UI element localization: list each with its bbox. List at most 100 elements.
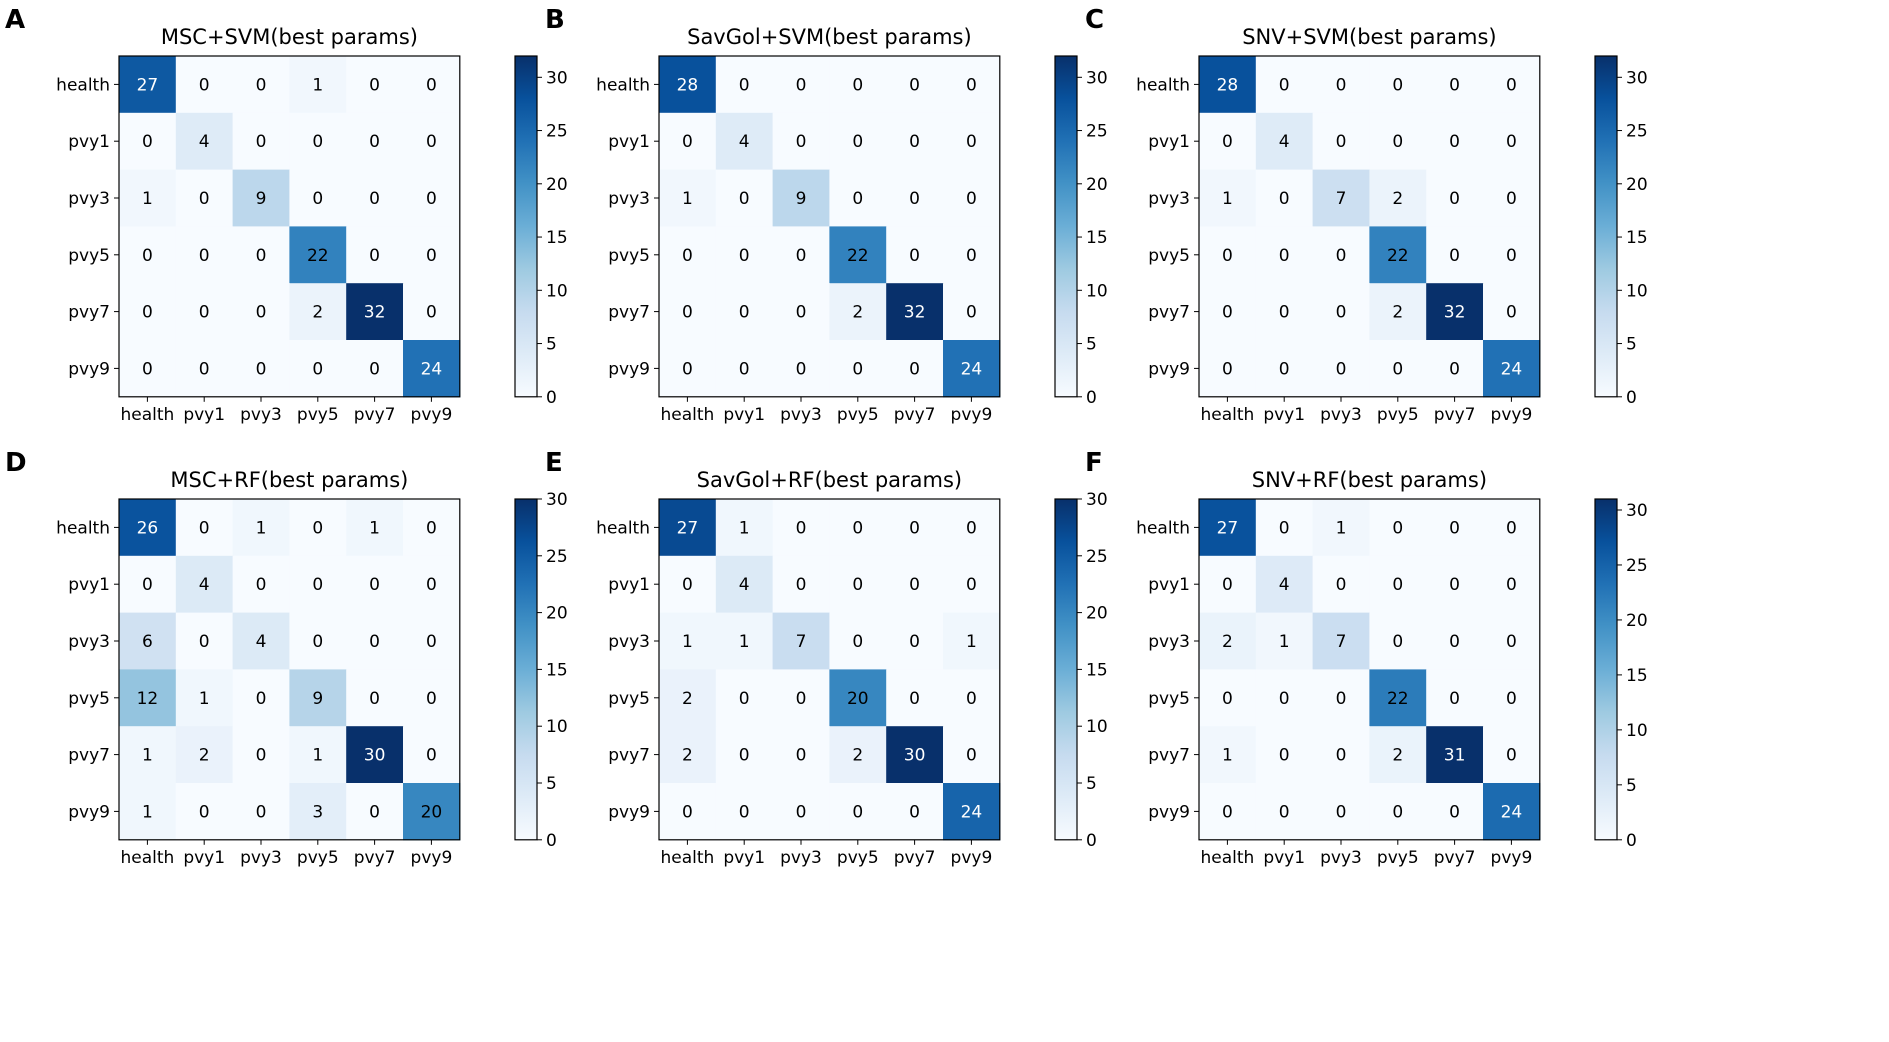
colorbar-tick-label: 15 [1086,228,1108,248]
heatmap-cell [715,340,774,398]
cell-value: 0 [199,303,210,323]
cell-value: 0 [852,75,863,95]
heatmap-cell [289,499,347,557]
cell-value: 0 [1279,689,1290,709]
panel-letter: F [1085,448,1103,478]
x-tick-label: pvy3 [1320,848,1362,868]
heatmap-cell [1312,283,1370,341]
heatmap-cell [346,283,404,341]
colorbar-tick-label: 10 [1626,281,1648,301]
cell-value: 9 [312,689,323,709]
heatmap-cell [289,226,347,284]
y-tick-label: pvy3 [68,189,110,209]
cell-value: 27 [1217,518,1239,538]
heatmap-cell [1199,56,1257,114]
cell-value: 4 [739,132,750,152]
cell-value: 0 [739,359,750,379]
x-tick-label: pvy5 [297,405,339,425]
heatmap-cell [232,612,290,670]
heatmap-cell [715,226,774,284]
cell-value: 0 [1336,802,1347,822]
heatmap-cell [886,669,944,727]
heatmap-cell [1369,283,1427,341]
heatmap-cell [232,226,290,284]
cell-value: 0 [1336,689,1347,709]
cell-value: 0 [199,246,210,266]
heatmap-cell [1312,783,1370,841]
y-tick-label: health [1136,75,1190,95]
heatmap-cell [119,726,177,784]
heatmap-cell [1369,499,1427,557]
cell-value: 32 [904,303,926,323]
cell-value: 0 [739,303,750,323]
x-tick-label: pvy1 [1263,848,1305,868]
cell-value: 0 [1449,246,1460,266]
colorbar-tick-label: 5 [1086,774,1097,794]
y-tick-label: pvy9 [1148,802,1190,822]
cell-value: 0 [1222,359,1233,379]
cell-value: 1 [1222,746,1233,766]
heatmap-cell [403,612,461,670]
cell-value: 0 [796,359,807,379]
cell-value: 0 [966,575,977,595]
panel-title: SNV+SVM(best params) [1242,25,1496,49]
cell-value: 0 [909,246,920,266]
y-tick-label: pvy9 [68,802,110,822]
heatmap-cell [1483,112,1541,171]
heatmap-cell [943,726,1001,784]
heatmap-cell [1426,283,1484,341]
cell-value: 0 [1449,359,1460,379]
heatmap-cell [659,783,717,841]
heatmap-cell [715,283,774,341]
cell-value: 0 [426,246,437,266]
cell-value: 28 [1217,75,1239,95]
colorbar-tick-label: 10 [1086,717,1108,737]
cell-value: 9 [796,189,807,209]
colorbar-tick-label: 30 [1626,501,1648,521]
cell-value: 27 [137,75,159,95]
cell-value: 0 [426,75,437,95]
cell-value: 0 [256,689,267,709]
heatmap-cell [715,669,774,727]
x-tick-label: pvy3 [780,848,822,868]
heatmap-cell [1369,726,1427,784]
x-tick-label: pvy3 [780,405,822,425]
heatmap-cell [1255,56,1314,114]
cell-value: 32 [364,303,386,323]
heatmap-cell [1199,726,1257,784]
x-tick-label: pvy1 [723,848,765,868]
colorbar-tick-label: 30 [546,490,568,510]
cell-value: 2 [199,746,210,766]
heatmap-cell [1312,340,1370,398]
heatmap-cell [1483,783,1541,841]
heatmap-cell [886,169,944,227]
heatmap-cell [1199,555,1257,614]
cell-value: 1 [739,632,750,652]
heatmap-cell [1483,283,1541,341]
x-tick-label: health [1200,405,1254,425]
cell-value: 0 [852,359,863,379]
cell-value: 0 [966,518,977,538]
heatmap-cell [772,340,830,398]
cell-value: 0 [256,802,267,822]
heatmap-cell [1483,555,1541,614]
cell-value: 0 [1336,75,1347,95]
cell-value: 0 [1279,303,1290,323]
x-tick-label: pvy1 [183,405,225,425]
panel-title: MSC+RF(best params) [170,468,408,492]
y-tick-label: pvy5 [608,689,650,709]
cell-value: 2 [312,303,323,323]
heatmap-cell [289,612,347,670]
heatmap-cell [943,340,1001,398]
heatmap-cell [943,555,1001,614]
cell-value: 0 [1336,303,1347,323]
cell-value: 0 [426,689,437,709]
x-tick-label: pvy3 [240,405,282,425]
x-tick-label: pvy3 [240,848,282,868]
cell-value: 0 [256,246,267,266]
y-tick-label: health [596,75,650,95]
heatmap-cell [175,56,234,114]
cell-value: 0 [199,359,210,379]
cell-value: 0 [426,132,437,152]
